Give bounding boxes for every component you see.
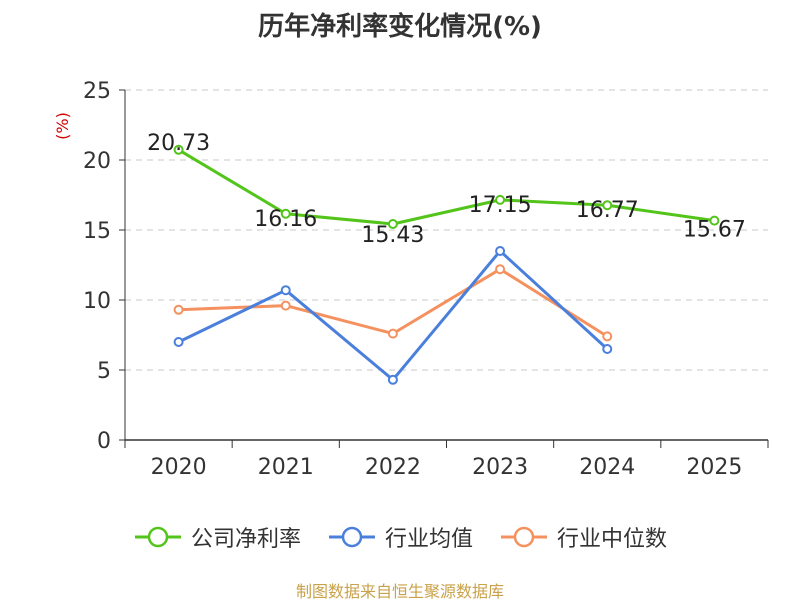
data-point [495, 194, 506, 205]
data-point [387, 218, 398, 229]
source-note: 制图数据来自恒生聚源数据库 [295, 582, 504, 601]
data-point [602, 331, 613, 342]
data-point [602, 200, 613, 211]
data-point [173, 144, 184, 155]
data-label: 16.77 [576, 198, 639, 223]
y-tick-label: 20 [83, 149, 111, 174]
y-tick-label: 25 [83, 79, 111, 104]
data-label: 15.67 [683, 218, 746, 243]
data-label: 16.16 [254, 207, 317, 232]
legend-marker [134, 526, 181, 548]
series-line [177, 148, 715, 226]
legend-item[interactable]: 行业中位数 [499, 521, 667, 553]
series-layer [173, 144, 720, 385]
series-line [177, 249, 609, 382]
x-tick-label: 2025 [686, 455, 742, 480]
data-label: 17.15 [469, 193, 532, 218]
legend-label: 行业均值 [384, 527, 473, 552]
data-point [280, 208, 291, 219]
y-axis-label: (%) [53, 112, 72, 140]
x-tick-label: 2022 [365, 455, 421, 480]
legend: 公司净利率 行业均值 行业中位数 [0, 520, 800, 554]
data-point [495, 264, 506, 275]
data-point [602, 344, 613, 354]
data-point [280, 285, 291, 296]
data-label: 15.43 [361, 223, 424, 248]
x-tick-label: 2021 [258, 455, 314, 480]
x-tick-label: 2024 [579, 455, 635, 480]
legend-marker [328, 526, 375, 548]
grid-layer [125, 89, 768, 371]
legend-label: 公司净利率 [190, 527, 301, 552]
data-point [173, 337, 184, 347]
x-tick-label: 2023 [472, 455, 528, 480]
y-tick-label: 10 [83, 289, 111, 314]
series-line [178, 267, 609, 338]
data-point [280, 300, 291, 311]
y-tick-label: 5 [97, 359, 111, 384]
chart-title: 历年净利率变化情况(%) [258, 12, 542, 42]
legend-label: 行业中位数 [557, 527, 668, 552]
legend-item[interactable]: 行业均值 [327, 521, 473, 553]
x-tick-label: 2020 [151, 455, 207, 480]
data-point [387, 328, 398, 339]
data-label: 20.73 [147, 131, 210, 156]
data-point [387, 374, 398, 385]
legend-marker [501, 526, 547, 548]
data-point [495, 246, 506, 256]
data-point [173, 304, 184, 315]
y-tick-label: 0 [97, 429, 111, 454]
data-label-layer: 20.73 16.16 15.43 17.15 16.77 15.67 [147, 131, 746, 248]
data-point [709, 215, 720, 226]
y-tick-label: 15 [83, 219, 111, 244]
legend-item[interactable]: 公司净利率 [133, 521, 301, 553]
